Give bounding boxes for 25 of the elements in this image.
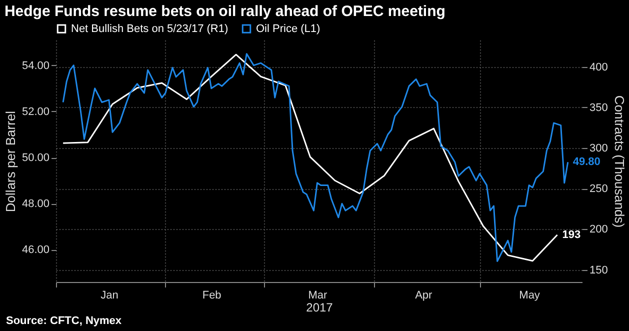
legend-label: Oil Price (L1) — [256, 22, 320, 35]
y-tick-label: 52.00 — [22, 106, 50, 118]
x-tick-label: Apr — [415, 290, 433, 302]
x-tick-label: May — [519, 290, 540, 302]
data-label: 49.80 — [572, 156, 600, 168]
legend-label: Net Bullish Bets on 5/23/17 (R1) — [71, 22, 228, 35]
y2-tick-label: 150 — [590, 264, 608, 276]
y2-tick-label: 300 — [590, 142, 608, 155]
x-tick-label: Feb — [202, 290, 222, 302]
x-axis-title: 2017 — [306, 300, 334, 314]
y-tick-label: 46.00 — [22, 244, 50, 256]
y-axis-title: Dollars per Barrel — [2, 110, 18, 212]
chart-title: Hedge Funds resume bets on oil rally ahead of OPEC meeting — [4, 3, 446, 20]
data-label: 193 — [562, 228, 581, 241]
source-note: Source: CFTC, Nymex — [6, 315, 122, 327]
y-tick-label: 50.00 — [22, 152, 50, 164]
y2-tick-label: 400 — [590, 61, 608, 74]
y2-axis-title: Contracts (Thousands) — [612, 95, 627, 228]
y-tick-label: 54.00 — [22, 60, 50, 72]
y2-tick-label: 250 — [590, 183, 608, 196]
y2-tick-label: 200 — [590, 224, 608, 236]
x-tick-label: Jan — [100, 290, 118, 302]
y2-tick-label: 350 — [590, 102, 608, 114]
x-tick-label: Mar — [308, 290, 328, 302]
y-tick-label: 48.00 — [22, 198, 50, 210]
